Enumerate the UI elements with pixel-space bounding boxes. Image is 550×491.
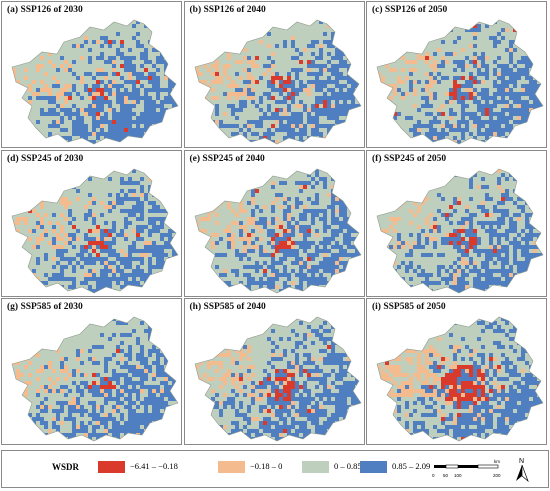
map-panel: (g) SSP585 of 2030	[1, 298, 182, 445]
legend-swatch-3	[302, 461, 329, 473]
map-panel: (h) SSP585 of 2040	[183, 298, 365, 445]
scale-bar: 0 50 100 200 km	[432, 459, 501, 478]
legend-label-2: −0.18 – 0	[250, 461, 283, 471]
legend-swatch-4	[360, 461, 387, 473]
map-panel: (e) SSP245 of 2040	[183, 149, 365, 297]
scale-tick-0: 0	[432, 473, 435, 478]
scale-tick-200: 200	[493, 473, 501, 478]
panel-title: (c) SSP126 of 2050	[372, 5, 448, 15]
legend-label-3: 0 – 0.85	[334, 461, 362, 471]
panel-title: (f) SSP245 of 2050	[372, 153, 447, 164]
wsdr-map	[194, 19, 361, 145]
map-panel: (c) SSP126 of 2050	[366, 1, 547, 148]
wsdr-map	[376, 168, 544, 293]
wsdr-map	[11, 168, 179, 293]
map-panel: (a) SSP126 of 2030	[1, 1, 182, 148]
legend-label-1: −6.41 – −0.18	[130, 461, 178, 471]
north-arrow-icon: N	[516, 458, 529, 483]
north-label: N	[519, 458, 524, 465]
wsdr-map	[376, 316, 544, 442]
legend-swatch-2	[218, 461, 245, 473]
panel-title: (i) SSP585 of 2050	[372, 302, 446, 312]
legend-swatch-1	[98, 461, 125, 473]
map-panel: (d) SSP245 of 2030	[1, 149, 182, 297]
wsdr-map	[194, 168, 361, 293]
map-panel: (i) SSP585 of 2050	[366, 298, 547, 445]
wsdr-map	[11, 19, 179, 145]
panel-title: (h) SSP585 of 2040	[189, 302, 266, 312]
panel-title: (a) SSP126 of 2030	[7, 5, 83, 15]
legend-title: WSDR	[52, 462, 80, 472]
panel-title: (e) SSP245 of 2040	[189, 153, 265, 164]
map-panel: (b) SSP126 of 2040	[183, 1, 365, 148]
map-panel: (f) SSP245 of 2050	[366, 149, 547, 297]
scale-tick-100: 100	[454, 473, 462, 478]
wsdr-map	[376, 19, 544, 145]
scale-tick-50: 50	[443, 473, 449, 478]
wsdr-map	[11, 316, 179, 442]
panel-title: (b) SSP126 of 2040	[189, 5, 266, 15]
scale-unit: km	[494, 459, 500, 464]
legend-label-4: 0.85 – 2.09	[392, 461, 431, 471]
panel-title: (g) SSP585 of 2030	[7, 302, 83, 312]
panel-title: (d) SSP245 of 2030	[7, 153, 84, 164]
legend: WSDR −6.41 – −0.18 −0.18 – 0 0 – 0.85 0 …	[1, 450, 549, 488]
map-grid: (a) SSP126 of 2030 (b) SSP126 of 2040 (c) …	[1, 1, 549, 448]
wsdr-map	[194, 316, 361, 442]
